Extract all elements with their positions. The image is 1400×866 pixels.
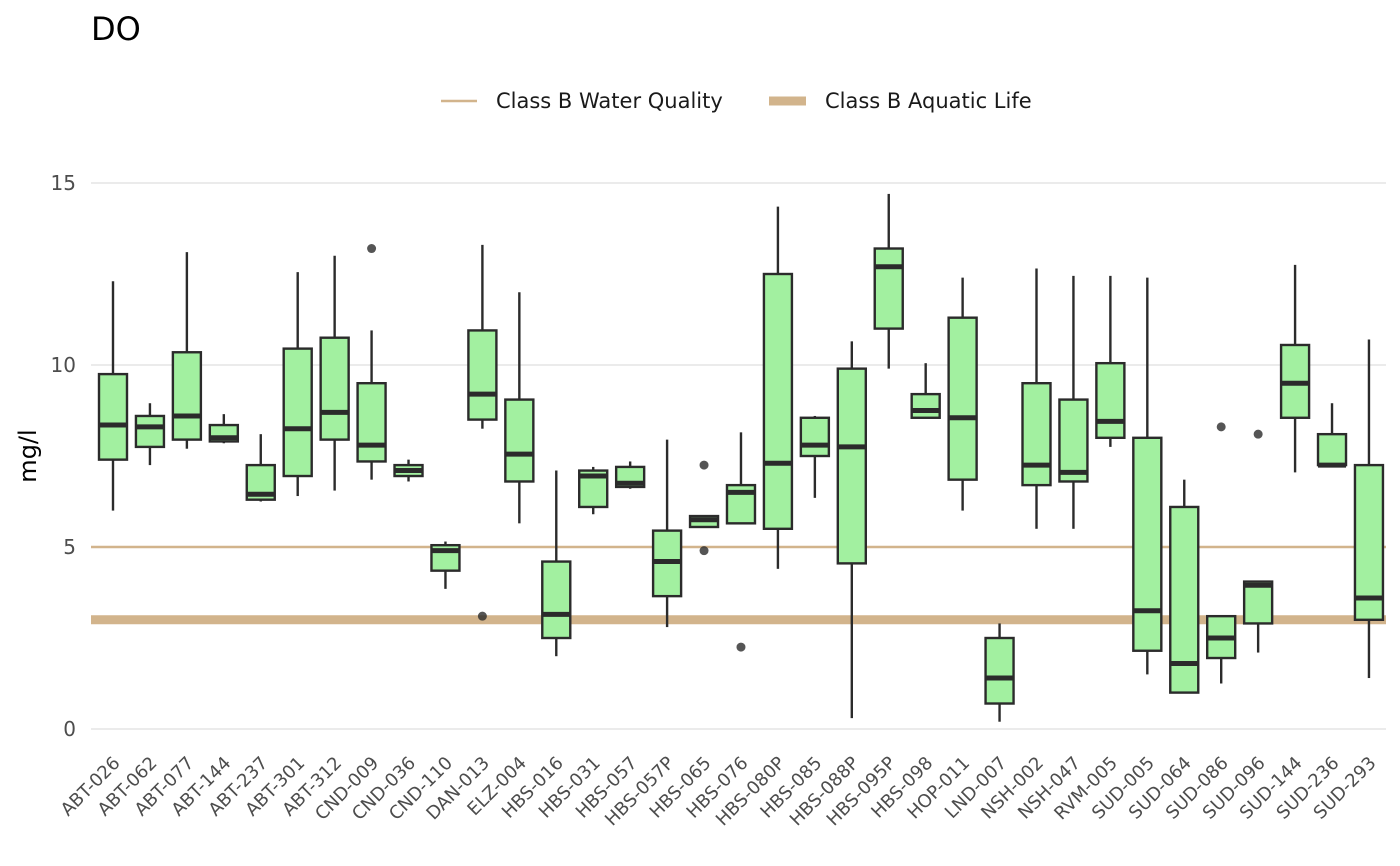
- box-iqr: [984, 636, 1015, 705]
- box-iqr: [97, 372, 129, 461]
- legend: Class B Water Quality Class B Aquatic Li…: [441, 89, 1032, 113]
- box-ABT-026: [97, 281, 129, 511]
- chart-title: DO: [91, 10, 141, 48]
- y-tick-label: 10: [51, 353, 76, 377]
- box-ABT-077: [171, 252, 203, 449]
- box-HBS-076: [725, 432, 757, 652]
- box-iqr: [1058, 398, 1089, 483]
- box-NSH-002: [1021, 268, 1052, 529]
- box-SUD-293: [1353, 339, 1385, 679]
- box-HBS-031: [578, 466, 609, 515]
- box-iqr: [947, 316, 978, 481]
- box-DAN-013: [467, 244, 498, 621]
- box-CND-036: [393, 459, 424, 482]
- box-ABT-301: [282, 272, 313, 497]
- box-HBS-016: [541, 470, 572, 657]
- outlier-point: [367, 244, 377, 254]
- box-iqr: [1353, 463, 1385, 622]
- box-LND-007: [984, 623, 1015, 722]
- box-iqr: [1021, 382, 1052, 487]
- box-iqr: [836, 367, 867, 565]
- box-iqr: [799, 416, 831, 458]
- outlier-point: [699, 460, 709, 470]
- legend-label-water-quality: Class B Water Quality: [496, 89, 723, 113]
- box-HBS-088P: [836, 341, 867, 719]
- box-HBS-057: [614, 461, 646, 489]
- box-HBS-065: [688, 460, 720, 556]
- box-ELZ-004: [504, 292, 535, 524]
- outlier-point: [477, 611, 487, 621]
- box-iqr: [541, 560, 572, 640]
- box-NSH-047: [1058, 275, 1089, 529]
- box-SUD-096: [1242, 429, 1274, 653]
- box-RVM-005: [1095, 275, 1126, 447]
- box-HBS-080P: [762, 206, 794, 569]
- box-HBS-098: [910, 363, 941, 419]
- box-SUD-144: [1279, 264, 1311, 473]
- y-axis-ticks: 0 5 10 15: [51, 171, 76, 741]
- box-HOP-011: [947, 277, 978, 511]
- box-ABT-062: [134, 403, 166, 466]
- box-SUD-236: [1316, 403, 1348, 468]
- outlier-point: [1216, 422, 1226, 432]
- box-iqr: [134, 414, 166, 449]
- box-ABT-237: [245, 434, 276, 502]
- box-SUD-086: [1205, 422, 1237, 684]
- box-HBS-095P: [873, 193, 904, 369]
- box-ABT-144: [208, 414, 240, 444]
- outlier-point: [699, 546, 709, 556]
- box-CND-110: [430, 541, 461, 589]
- box-iqr: [282, 347, 313, 478]
- box-iqr: [1095, 361, 1126, 439]
- box-iqr: [910, 392, 941, 419]
- box-iqr: [873, 247, 904, 330]
- box-SUD-005: [1132, 277, 1163, 675]
- y-tick-label: 15: [51, 171, 76, 195]
- box-iqr: [762, 272, 794, 531]
- box-iqr: [356, 382, 387, 463]
- y-tick-label: 5: [63, 535, 76, 559]
- box-iqr: [171, 351, 203, 441]
- box-iqr: [1316, 432, 1348, 467]
- outlier-point: [736, 642, 746, 652]
- box-ABT-312: [319, 255, 350, 491]
- box-iqr: [319, 336, 350, 441]
- y-tick-label: 0: [63, 717, 76, 741]
- outlier-point: [1253, 429, 1263, 439]
- box-iqr: [1132, 436, 1163, 652]
- box-iqr: [1242, 580, 1274, 625]
- x-axis-ticks: ABT-026ABT-062ABT-077ABT-144ABT-237ABT-3…: [57, 753, 1381, 831]
- box-CND-009: [356, 244, 387, 480]
- legend-label-aquatic-life: Class B Aquatic Life: [825, 89, 1032, 113]
- box-HBS-085: [799, 415, 831, 498]
- boxes: [97, 193, 1385, 722]
- y-axis-title: mg/l: [14, 429, 42, 482]
- box-iqr: [504, 398, 535, 483]
- box-iqr: [467, 329, 498, 421]
- box-SUD-064: [1169, 479, 1200, 694]
- box-HBS-057P: [651, 439, 683, 628]
